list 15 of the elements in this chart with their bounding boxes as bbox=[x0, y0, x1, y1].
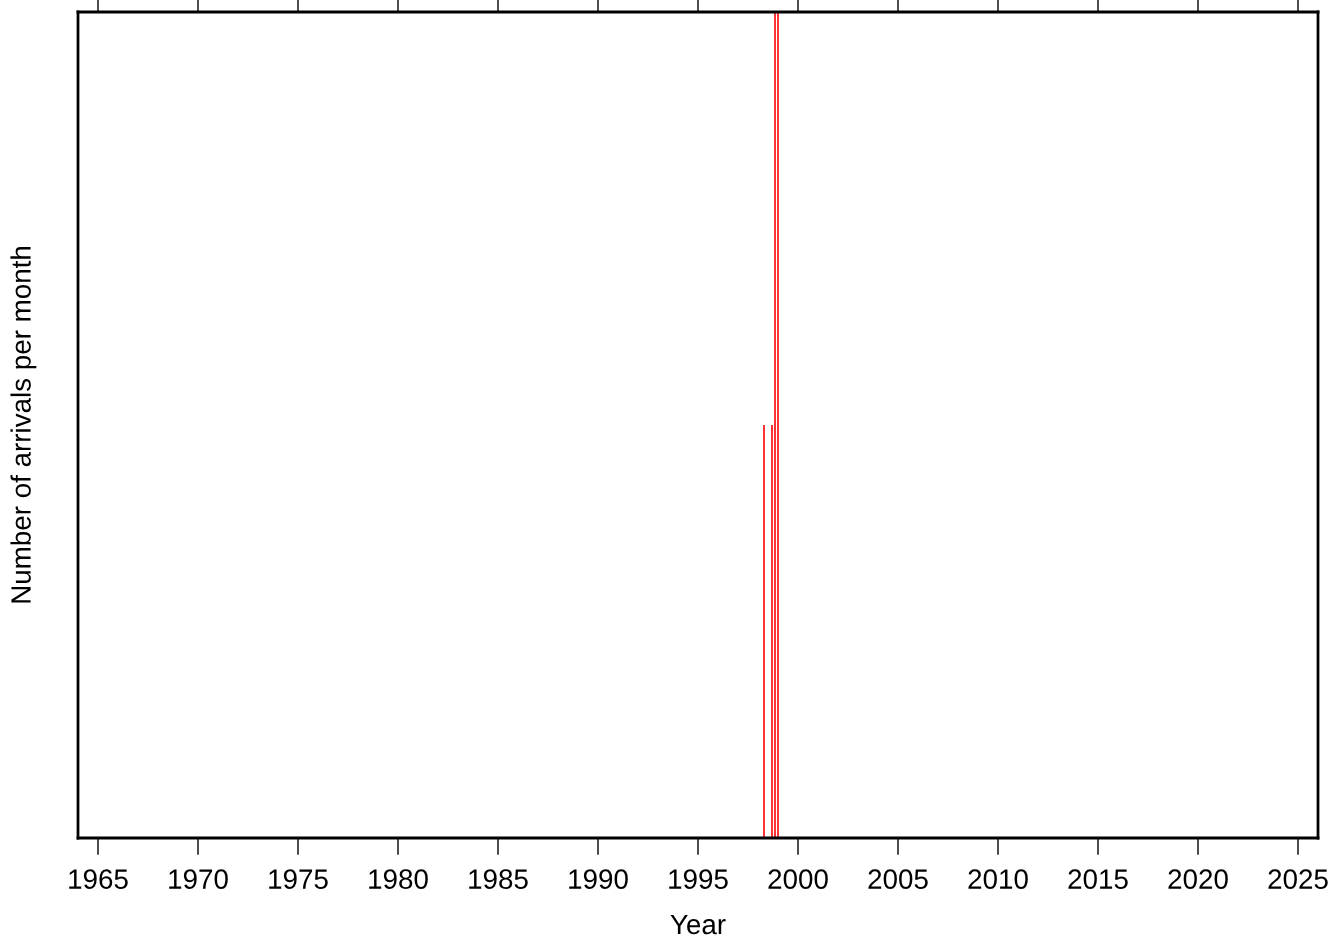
x-tick-label: 1975 bbox=[269, 869, 328, 889]
x-tick-label: 1995 bbox=[669, 869, 728, 889]
x-tick-label: 1985 bbox=[469, 869, 528, 889]
x-tick-label: 1965 bbox=[69, 869, 128, 889]
x-tick-label: 2020 bbox=[1168, 869, 1228, 889]
x-tick-label: 2000 bbox=[768, 869, 828, 889]
x-tick-label: 1980 bbox=[369, 869, 428, 889]
x-tick-label: 2015 bbox=[1068, 869, 1128, 889]
x-tick-label: 2010 bbox=[968, 869, 1028, 889]
x-tick-label: 1970 bbox=[169, 869, 228, 889]
x-axis-title: Year bbox=[670, 914, 726, 935]
x-tick-label: 1990 bbox=[569, 869, 628, 889]
x-tick-label: 2005 bbox=[868, 869, 928, 889]
y-axis-title: Number of arrivals per month bbox=[10, 246, 37, 603]
x-tick-label: 2025 bbox=[1268, 869, 1328, 889]
